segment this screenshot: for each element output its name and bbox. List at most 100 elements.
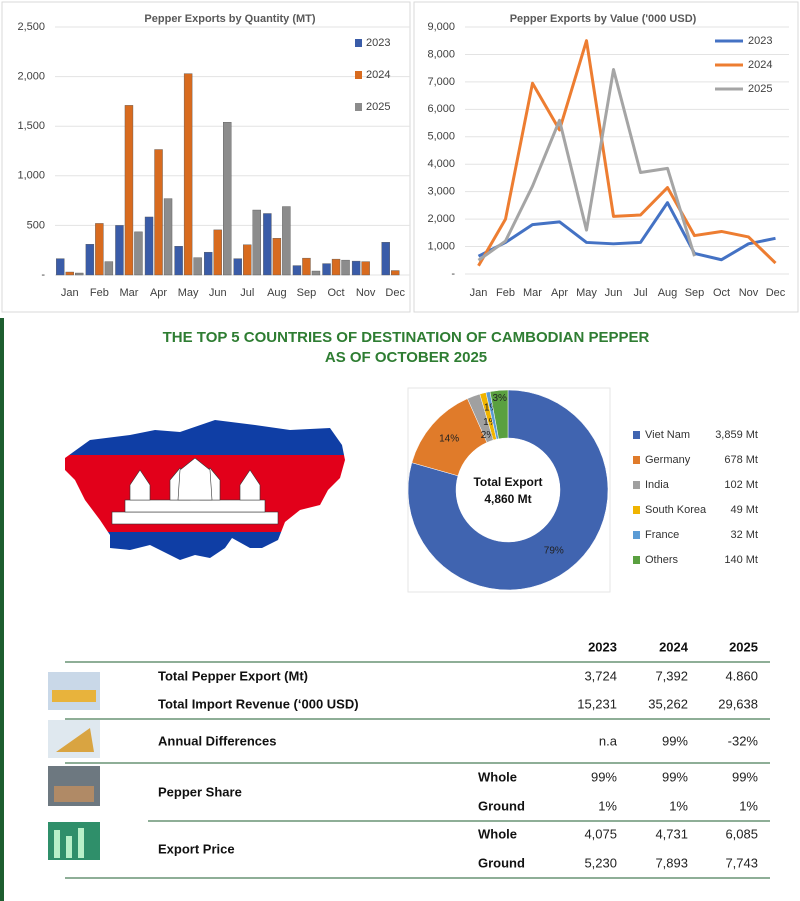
- cell: 6,085: [725, 826, 758, 841]
- legend-label: Germany: [645, 454, 691, 466]
- bar: [163, 198, 173, 276]
- sub-label: Ground: [478, 855, 525, 870]
- bar: [95, 223, 104, 276]
- cell: 15,231: [577, 696, 617, 711]
- legend-swatch: [633, 531, 640, 539]
- legend-label: Viet Nam: [645, 429, 690, 441]
- x-tick-label: Mar: [119, 287, 138, 299]
- x-tick-label: Apr: [551, 287, 568, 299]
- bar: [104, 261, 114, 276]
- percent-label: 1%: [484, 402, 499, 413]
- bar: [302, 257, 311, 276]
- bar: [292, 265, 302, 276]
- row-label: Total Import Revenue (‘000 USD): [158, 696, 359, 711]
- bar: [361, 261, 370, 276]
- cell: 35,262: [648, 696, 688, 711]
- y-tick-label: 1,000: [17, 170, 45, 182]
- x-tick-label: Mar: [523, 287, 542, 299]
- bar: [233, 258, 242, 276]
- y-tick-label: 500: [27, 219, 45, 231]
- cell: 29,638: [718, 696, 758, 711]
- bar: [223, 122, 232, 276]
- x-tick-label: Sep: [685, 287, 705, 299]
- legend-label: 2023: [366, 37, 390, 49]
- x-tick-label: Dec: [385, 287, 405, 299]
- cell: n.a: [599, 733, 618, 748]
- bar: [174, 246, 183, 276]
- bar: [134, 231, 143, 276]
- column-header: 2023: [588, 639, 617, 654]
- percent-label: 14%: [439, 434, 459, 445]
- legend-swatch: [355, 71, 362, 79]
- percent-label: 79%: [544, 545, 564, 556]
- legend-label: 2025: [366, 101, 390, 113]
- legend-value: 3,859 Mt: [715, 429, 758, 441]
- cell: 5,230: [584, 855, 617, 870]
- legend-label: 2025: [748, 83, 772, 95]
- x-tick-label: Apr: [150, 287, 167, 299]
- y-tick-label: 5,000: [427, 131, 455, 143]
- y-tick-label: 2,500: [17, 21, 45, 33]
- chart-title: Pepper Exports by Quantity (MT): [144, 13, 315, 25]
- legend-value: 32 Mt: [730, 529, 758, 541]
- x-tick-label: Feb: [496, 287, 515, 299]
- x-tick-label: Aug: [658, 287, 678, 299]
- x-tick-label: Nov: [356, 287, 376, 299]
- cell: 1%: [669, 798, 688, 813]
- percent-label: 2%: [481, 430, 496, 441]
- bar: [243, 244, 252, 276]
- legend-swatch: [355, 39, 362, 47]
- cell: -32%: [728, 733, 759, 748]
- y-tick-label: 8,000: [427, 48, 455, 60]
- legend-value: 140 Mt: [724, 554, 758, 566]
- cell: 4,731: [655, 826, 688, 841]
- column-header: 2025: [729, 639, 758, 654]
- legend-swatch: [633, 431, 640, 439]
- bar: [183, 73, 193, 276]
- legend-swatch: [633, 481, 640, 489]
- x-tick-label: Oct: [713, 287, 730, 299]
- bar: [351, 260, 361, 276]
- line: [477, 68, 696, 262]
- legend-swatch: [633, 456, 640, 464]
- x-tick-label: Oct: [327, 287, 344, 299]
- bar: [341, 259, 350, 276]
- bar: [381, 242, 390, 276]
- center-title: Total Export: [473, 475, 542, 489]
- percent-label: 3%: [492, 393, 507, 404]
- x-tick-label: Jun: [605, 287, 623, 299]
- row-label: Export Price: [158, 841, 235, 856]
- donut-slice: [407, 389, 609, 591]
- bar: [263, 213, 272, 276]
- bar: [115, 225, 124, 276]
- line: [477, 201, 776, 262]
- y-tick-label: 2,000: [17, 71, 45, 83]
- cell: 7,743: [725, 855, 758, 870]
- center-value: 4,860 Mt: [484, 492, 531, 506]
- x-tick-label: Jan: [61, 287, 79, 299]
- x-tick-label: Jan: [470, 287, 488, 299]
- cell: 7,893: [655, 855, 688, 870]
- legend-label: 2024: [366, 69, 390, 81]
- cell: 99%: [662, 733, 688, 748]
- cell: 99%: [732, 769, 758, 784]
- row-label: Annual Differences: [158, 733, 276, 748]
- y-tick-label: -: [41, 269, 45, 281]
- bar: [65, 271, 74, 276]
- bar: [272, 238, 282, 276]
- legend-label: Others: [645, 554, 679, 566]
- bar: [213, 229, 222, 276]
- legend-label: France: [645, 529, 679, 541]
- legend-swatch: [633, 556, 640, 564]
- sub-label: Whole: [478, 826, 517, 841]
- x-tick-label: May: [576, 287, 597, 299]
- column-header: 2024: [659, 639, 689, 654]
- y-tick-label: 6,000: [427, 103, 455, 115]
- row-label: Pepper Share: [158, 784, 242, 799]
- y-tick-label: 3,000: [427, 186, 455, 198]
- bar: [391, 270, 400, 276]
- side-bar: [0, 318, 4, 901]
- x-tick-label: Dec: [766, 287, 786, 299]
- legend-swatch: [355, 103, 362, 111]
